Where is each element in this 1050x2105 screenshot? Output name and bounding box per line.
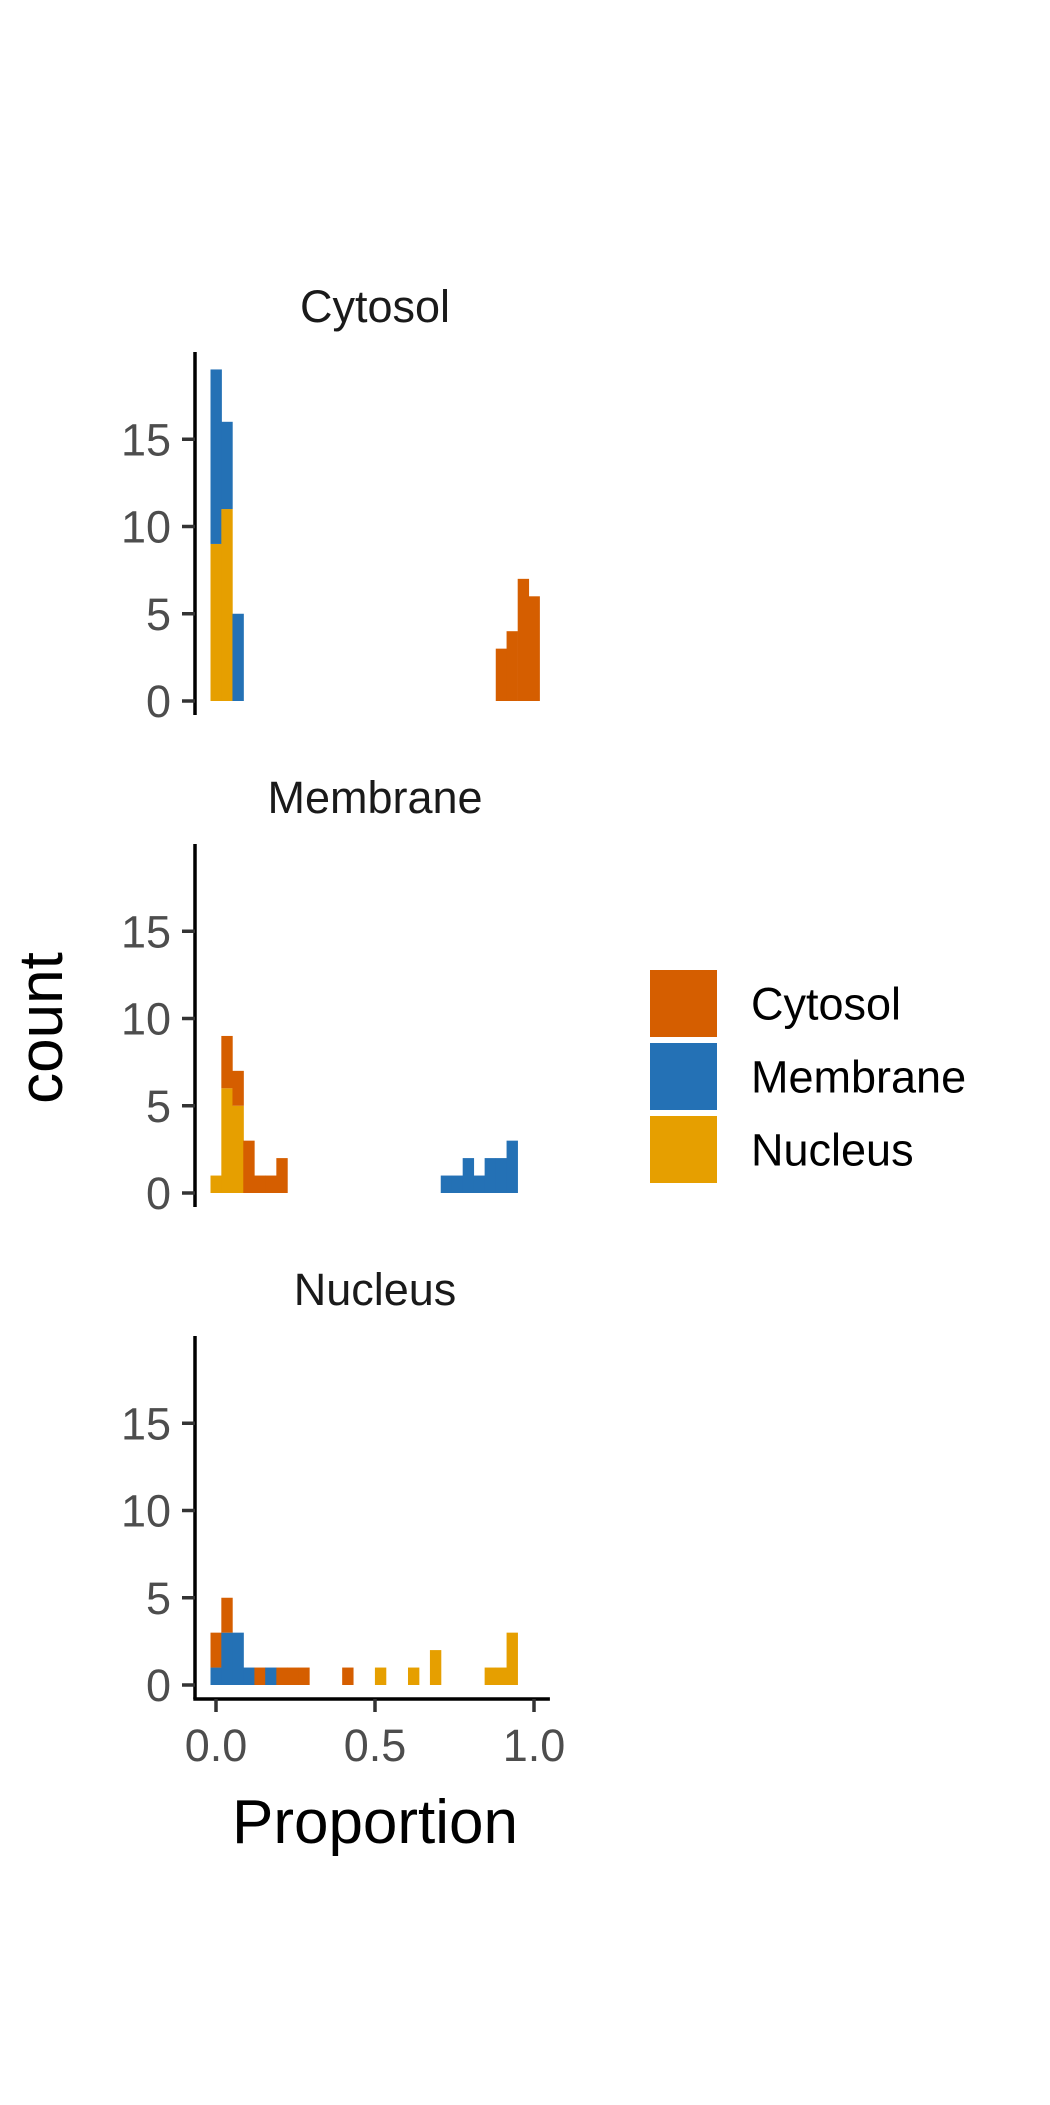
y-tick-label: 0 <box>146 676 171 727</box>
y-tick-label: 10 <box>121 994 171 1045</box>
bar-cytosol <box>232 1070 244 1106</box>
facet-panels: Cytosol 0 5 10 15 Membrane 0 5 10 15 Nucleus 0 5 10 15… <box>121 281 565 1771</box>
x-tick-label: 0.0 <box>185 1720 248 1771</box>
bar-membrane <box>440 1175 453 1193</box>
bar-membrane <box>506 1140 518 1193</box>
facet-title: Membrane <box>267 772 482 823</box>
bar-cytosol <box>495 648 508 701</box>
y-tick-label: 10 <box>121 502 171 553</box>
bar-cytosol <box>210 1632 222 1668</box>
y-tick-label: 0 <box>146 1168 171 1219</box>
bar-cytosol <box>528 596 540 701</box>
y-tick-label: 5 <box>146 1081 171 1132</box>
y-tick-label: 15 <box>121 906 171 957</box>
facet-title: Cytosol <box>300 281 450 332</box>
bar-cytosol <box>287 1667 299 1685</box>
x-axis-title: Proportion <box>232 1788 518 1857</box>
bar-cytosol <box>254 1175 266 1193</box>
bar-nucleus <box>506 1632 518 1685</box>
bar-membrane <box>210 1667 222 1685</box>
bar-cytosol <box>276 1667 288 1685</box>
legend-key-cytosol <box>650 970 717 1037</box>
bar-membrane <box>451 1175 464 1193</box>
bar-cytosol <box>243 1140 255 1193</box>
y-tick-label: 15 <box>121 414 171 465</box>
x-tick-label: 0.5 <box>344 1720 407 1771</box>
bar-nucleus <box>407 1667 420 1685</box>
legend-key-membrane <box>650 1043 717 1110</box>
bar-membrane <box>462 1158 475 1193</box>
bar-membrane <box>232 1632 244 1685</box>
bar-membrane <box>265 1667 277 1685</box>
bar-membrane <box>495 1158 508 1193</box>
bar-cytosol <box>276 1158 288 1193</box>
bar-cytosol <box>265 1175 277 1193</box>
legend-label-cytosol: Cytosol <box>751 979 901 1030</box>
bar-nucleus <box>210 543 222 701</box>
facet-panel-nucleus: Nucleus 0 5 10 15 0.0 0.5 1.0 <box>121 1264 565 1771</box>
bar-cytosol <box>254 1667 266 1685</box>
bar-cytosol <box>342 1667 354 1685</box>
facet-panel-membrane: Membrane 0 5 10 15 <box>121 772 518 1219</box>
bar-nucleus <box>221 1088 233 1193</box>
facet-title: Nucleus <box>294 1264 457 1315</box>
bar-membrane <box>210 369 222 544</box>
bar-membrane <box>221 421 233 510</box>
y-tick-label: 5 <box>146 589 171 640</box>
bar-membrane <box>232 613 244 701</box>
bar-cytosol <box>221 1597 233 1633</box>
legend-key-nucleus <box>650 1116 717 1183</box>
bar-nucleus <box>495 1667 508 1685</box>
legend-label-nucleus: Nucleus <box>751 1125 914 1176</box>
x-tick-label: 1.0 <box>503 1720 566 1771</box>
bar-nucleus <box>221 509 233 701</box>
bar-nucleus <box>484 1667 496 1685</box>
bar-cytosol <box>517 578 530 701</box>
bar-membrane <box>473 1175 486 1193</box>
bar-membrane <box>221 1632 233 1685</box>
facet-panel-cytosol: Cytosol 0 5 10 15 <box>121 281 540 727</box>
y-tick-label: 5 <box>146 1573 171 1624</box>
y-tick-label: 0 <box>146 1660 171 1711</box>
bar-nucleus <box>374 1667 387 1685</box>
y-tick-label: 15 <box>121 1398 171 1449</box>
y-axis-title: count <box>7 952 76 1104</box>
bar-nucleus <box>210 1175 222 1193</box>
bar-nucleus <box>232 1105 244 1193</box>
y-tick-label: 10 <box>121 1486 171 1537</box>
legend: Cytosol Membrane Nucleus <box>650 970 966 1183</box>
bar-cytosol <box>298 1667 310 1685</box>
bar-membrane <box>484 1158 496 1193</box>
legend-label-membrane: Membrane <box>751 1052 966 1103</box>
bar-membrane <box>243 1667 255 1685</box>
bar-nucleus <box>429 1650 442 1685</box>
bar-cytosol <box>221 1035 233 1089</box>
bar-cytosol <box>506 631 518 701</box>
